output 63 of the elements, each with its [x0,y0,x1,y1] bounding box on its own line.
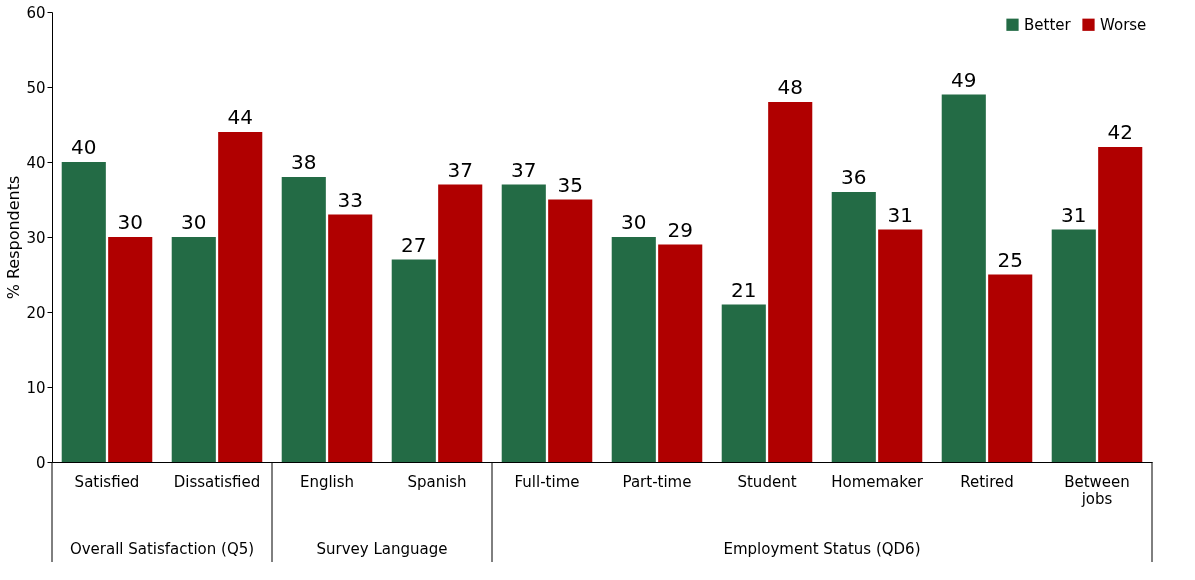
data-label: 25 [997,247,1023,272]
bar [658,244,703,462]
data-label: 44 [227,105,253,129]
bar [1098,147,1143,462]
x-tick-label: English [299,472,355,491]
data-label: 31 [887,202,913,227]
bar [768,102,813,462]
x-tick-label: Full-time [514,472,580,491]
data-label: 37 [447,157,473,182]
bar [281,177,326,462]
data-label: 36 [841,165,867,189]
bar [218,132,263,462]
bar [611,237,656,462]
legend-label: Worse [1100,15,1147,34]
data-label: 37 [511,157,537,182]
y-axis-title: % Respondents [4,175,24,300]
bar [61,162,106,462]
y-tick-label: 30 [26,228,46,247]
x-tick-label: Dissatisfied [173,472,261,491]
data-label: 30 [117,210,143,234]
data-label: 49 [951,67,977,92]
data-label: 42 [1107,120,1133,144]
bar [941,94,986,462]
y-tick-label: 0 [35,453,46,472]
data-label: 31 [1061,202,1087,227]
text: Employment Status (QD6) [723,540,921,558]
data-label: 35 [557,172,583,197]
x-tick-label: Student [737,472,797,491]
data-label: 40 [71,135,97,159]
y-tick-label: 20 [26,303,46,322]
y-tick-label: 50 [26,78,46,97]
bar [988,274,1033,462]
data-label: 21 [731,277,757,302]
data-label: 38 [291,150,317,174]
bar [438,184,483,462]
y-tick-label: 10 [26,378,46,397]
bar [831,192,876,462]
text: Overall Satisfaction (Q5) [69,540,255,558]
data-label: 33 [337,187,363,212]
data-label: 30 [621,210,647,234]
legend-label: Better [1024,15,1072,34]
text: Survey Language [316,540,448,558]
bar [501,184,546,462]
data-label: 48 [777,75,803,99]
bar [548,199,593,462]
x-tick-label: Spanish [407,472,467,491]
bar [878,229,923,462]
y-tick-label: 40 [26,153,46,172]
x-tick-label: Satisfied [74,472,140,491]
bar [171,237,216,462]
bar [721,304,766,462]
bar [1051,229,1096,462]
x-tick-label: Retired [960,472,1014,491]
x-tick-label: Part-time [622,472,692,491]
bar [108,237,153,462]
data-label: 27 [401,232,427,257]
bar [328,214,373,462]
x-tick-label: Homemaker [831,472,924,491]
data-label: 29 [667,217,693,242]
bar [391,259,436,462]
y-tick-label: 60 [26,3,46,22]
x-tick-label: Between jobs [1064,472,1130,508]
data-label: 30 [181,210,207,234]
